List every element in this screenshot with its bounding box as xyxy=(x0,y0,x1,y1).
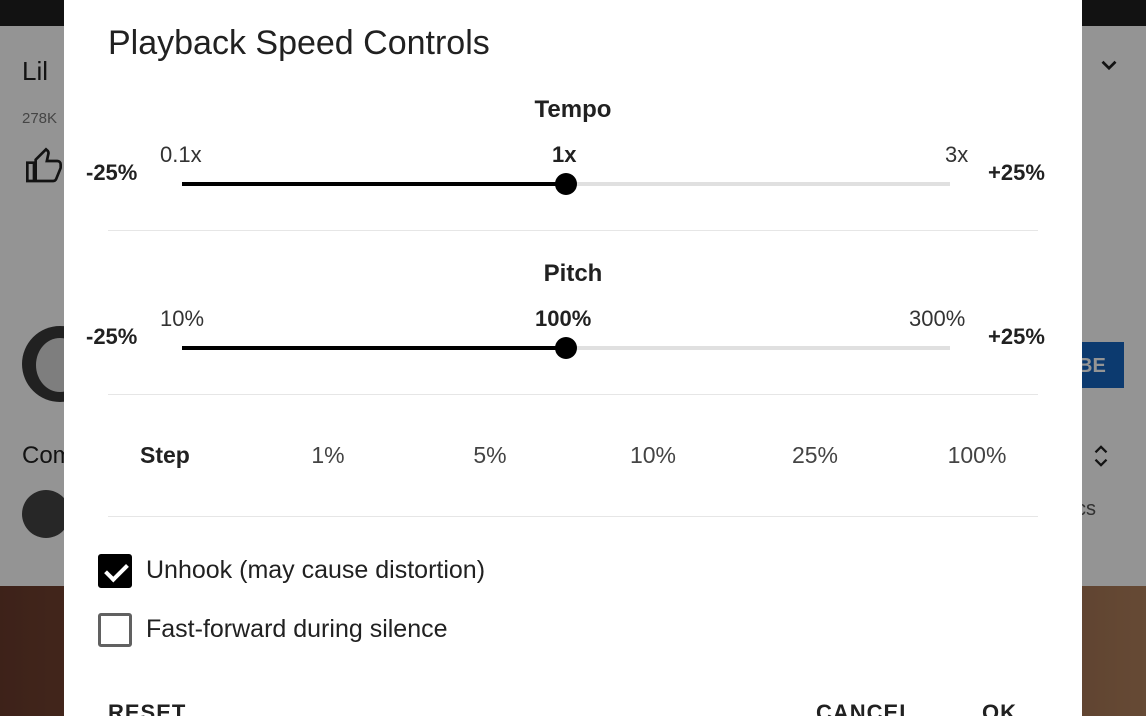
pitch-max-label: 300% xyxy=(909,306,966,331)
divider xyxy=(108,516,1038,517)
tempo-slider-fill xyxy=(182,182,566,186)
divider xyxy=(108,394,1038,395)
thumbs-up-icon[interactable] xyxy=(24,146,64,186)
tempo-decrease-button[interactable]: -25% xyxy=(86,160,138,185)
tempo-increase-button[interactable]: +25% xyxy=(988,160,1045,185)
step-option-5[interactable]: 5% xyxy=(473,442,507,468)
reset-button[interactable]: RESET xyxy=(108,700,187,716)
tempo-heading: Tempo xyxy=(534,96,612,123)
video-title[interactable]: Lil xyxy=(22,56,49,86)
playback-speed-dialog: Playback Speed Controls Tempo -25% 0.1x … xyxy=(64,0,1082,716)
view-count: 278K xyxy=(22,110,58,127)
dialog-title: Playback Speed Controls xyxy=(108,24,490,62)
pitch-current-label: 100% xyxy=(535,306,592,331)
pitch-increase-button[interactable]: +25% xyxy=(988,324,1045,349)
pitch-slider-fill xyxy=(182,346,566,350)
fast-forward-checkbox[interactable] xyxy=(98,613,132,647)
fast-forward-label: Fast-forward during silence xyxy=(146,615,448,643)
pitch-min-label: 10% xyxy=(160,306,205,331)
ok-button[interactable]: OK xyxy=(982,700,1017,716)
divider xyxy=(108,230,1038,231)
tempo-current-label: 1x xyxy=(552,142,577,167)
commenter-avatar xyxy=(22,490,70,538)
cancel-button[interactable]: CANCEL xyxy=(816,700,914,716)
tempo-max-label: 3x xyxy=(945,142,969,167)
step-option-10[interactable]: 10% xyxy=(629,442,677,468)
step-option-100[interactable]: 100% xyxy=(947,442,1007,468)
dialog-actions: RESET CANCEL OK xyxy=(64,700,1082,716)
tempo-min-label: 0.1x xyxy=(160,142,202,167)
unhook-label: Unhook (may cause distortion) xyxy=(146,556,486,584)
pitch-slider[interactable] xyxy=(182,336,950,360)
step-label: Step xyxy=(140,442,190,468)
tempo-slider-thumb[interactable] xyxy=(555,173,577,195)
pitch-decrease-button[interactable]: -25% xyxy=(86,324,138,349)
chevron-down-icon[interactable] xyxy=(1096,52,1122,78)
step-option-1[interactable]: 1% xyxy=(311,442,345,468)
pitch-slider-thumb[interactable] xyxy=(555,337,577,359)
sort-icon[interactable] xyxy=(1090,440,1112,472)
step-option-25[interactable]: 25% xyxy=(791,442,839,468)
tempo-slider[interactable] xyxy=(182,172,950,196)
pitch-heading: Pitch xyxy=(543,260,603,287)
unhook-checkbox[interactable] xyxy=(98,554,132,588)
